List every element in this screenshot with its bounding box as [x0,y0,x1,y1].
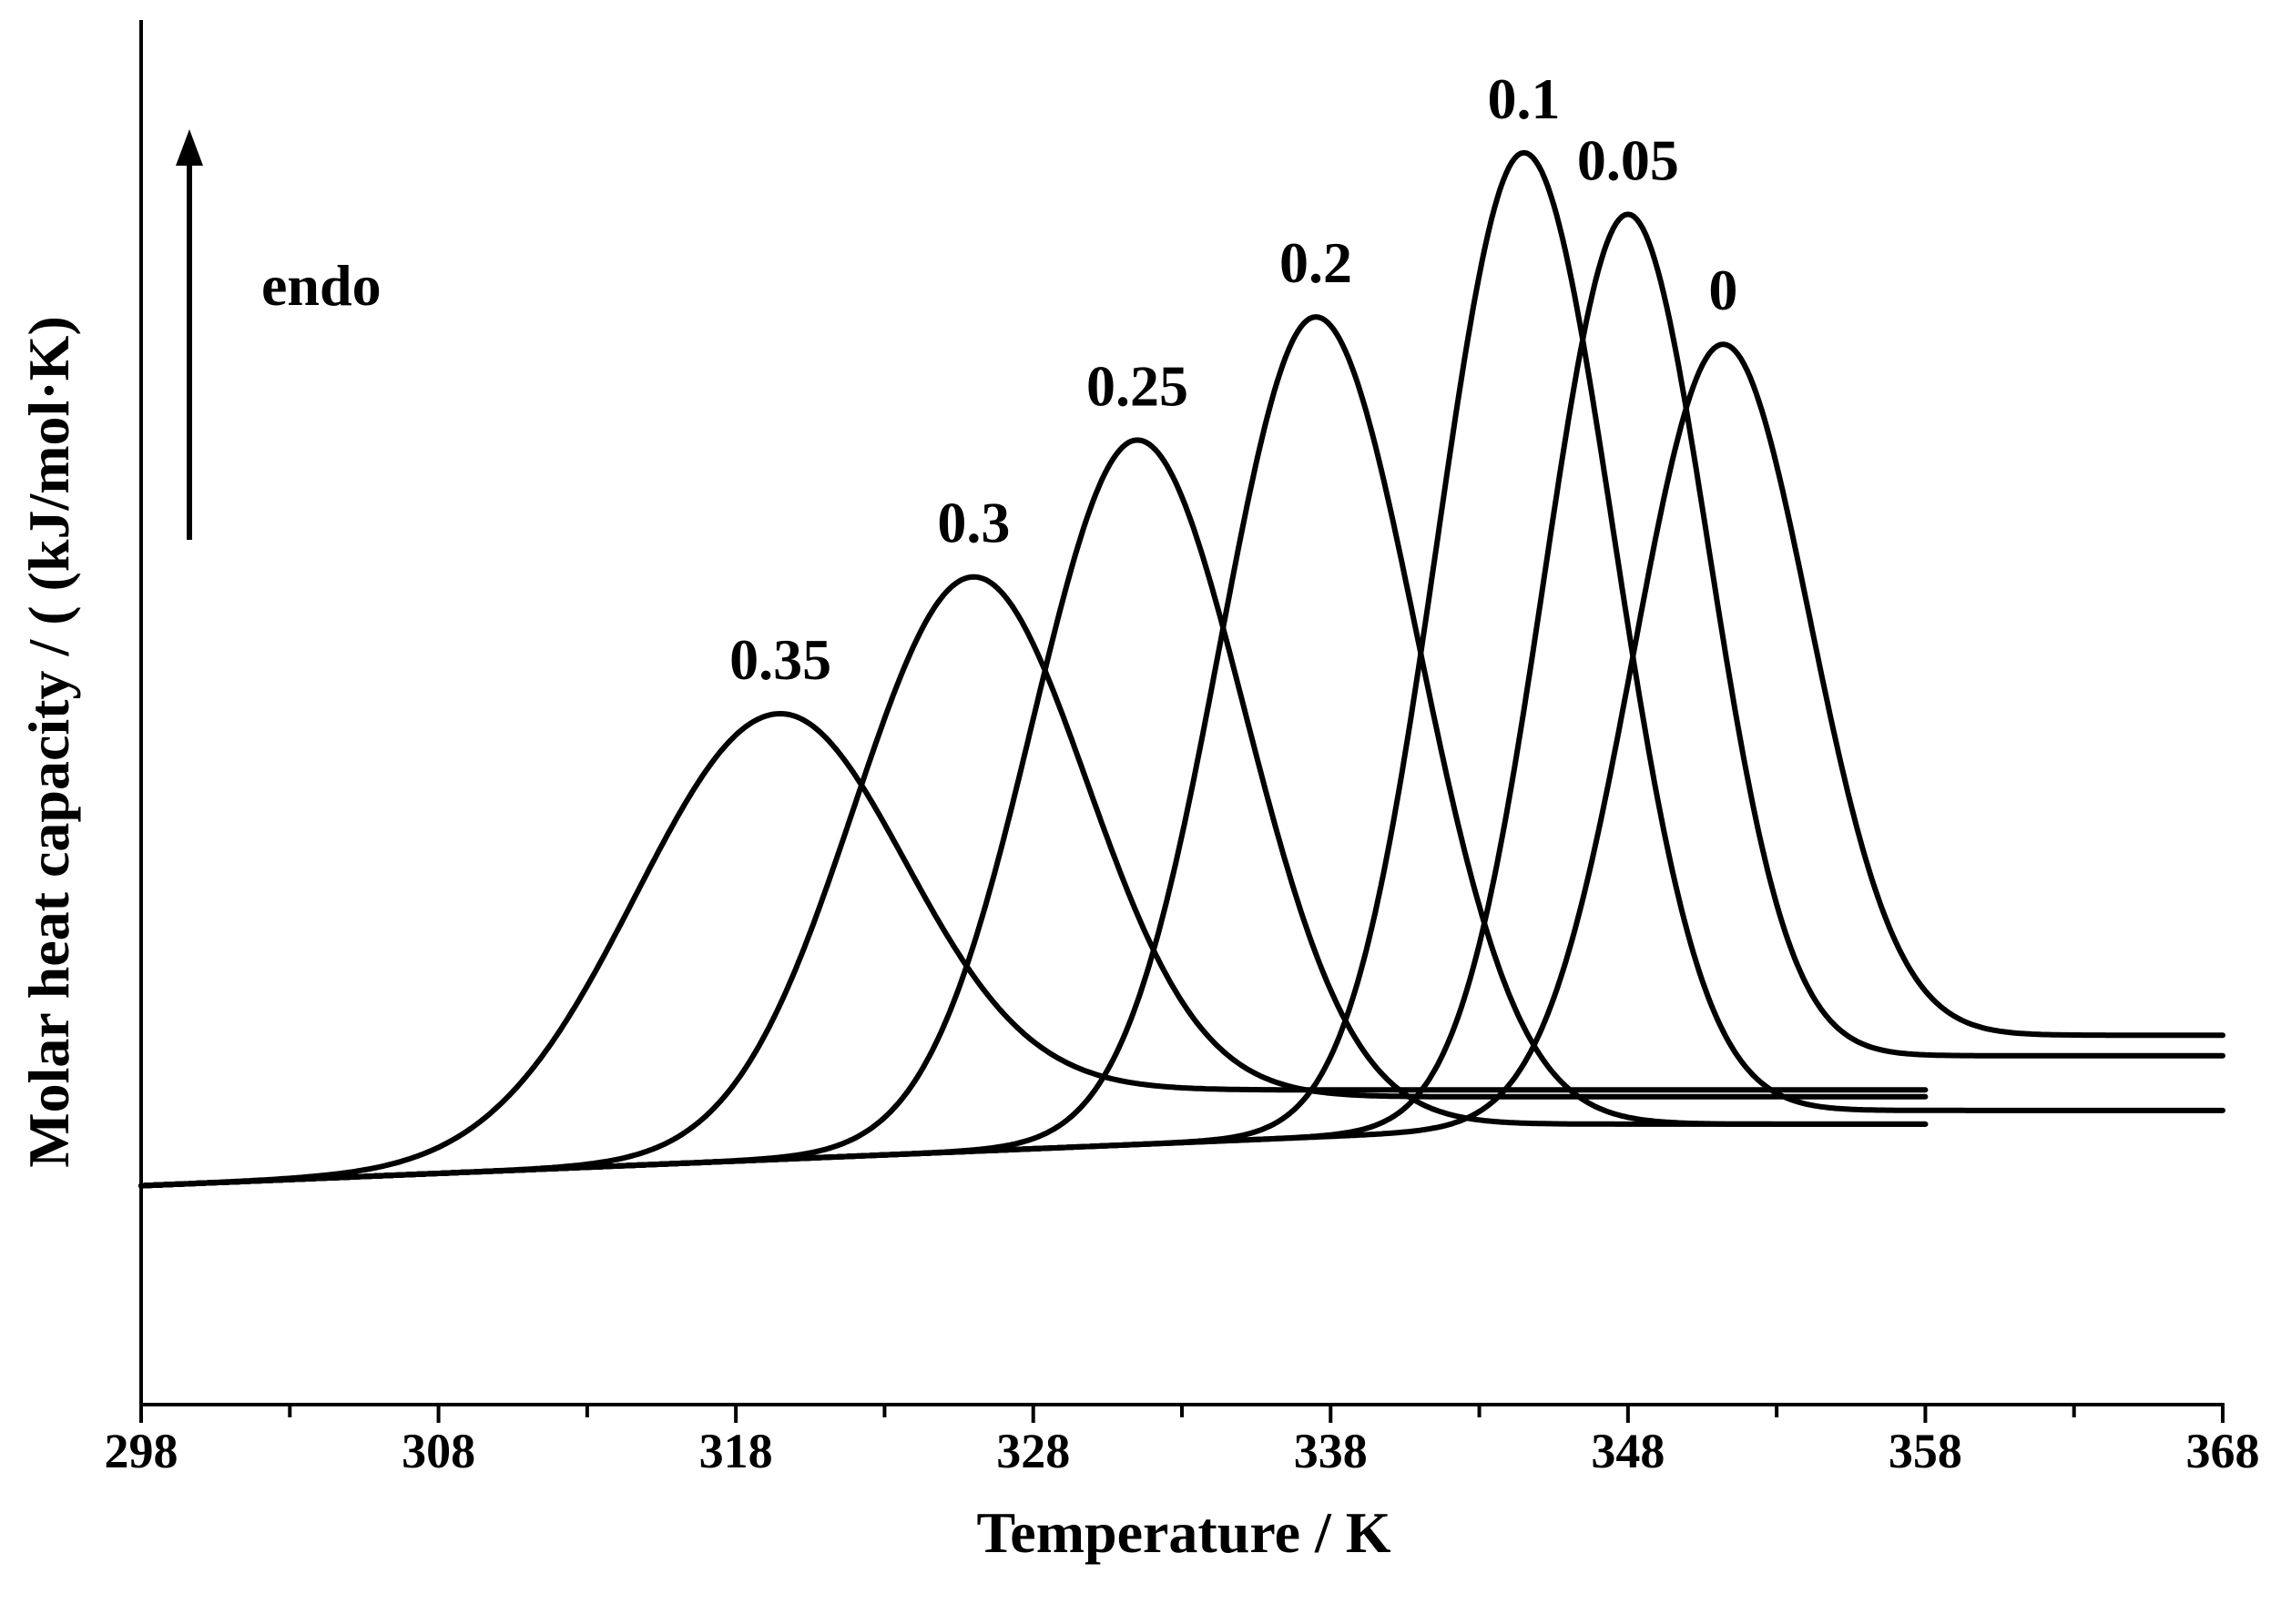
series-curves [138,149,2225,1189]
x-ticks [139,1405,2225,1423]
x-tick-label: 298 [105,1424,178,1478]
x-tick-labels: 298 308 318 328 338 348 358 368 [105,1424,2260,1478]
x-tick-label: 358 [1889,1424,1962,1478]
series-label-0.3: 0.3 [937,491,1010,555]
x-axis-title: Temperature / K [976,1500,1390,1565]
series-label-0.25: 0.25 [1086,353,1188,418]
endo-arrowhead-icon [176,129,203,166]
endo-label: endo [261,253,382,318]
series-curve-0 [138,341,2225,1189]
series-label-0.05: 0.05 [1577,127,1679,192]
endo-annotation: endo [176,129,382,540]
y-axis-title: Molar heat capacity / ( (kJ/mol·K) [16,316,81,1168]
x-tick-label: 368 [2186,1424,2260,1478]
series-labels: 0 0.050.1 0.2 0.25 0.3 0.35 [729,66,1737,692]
series-label-0.1: 0.1 [1488,66,1561,131]
x-tick-label: 308 [402,1424,475,1478]
x-tick-label: 338 [1294,1424,1368,1478]
x-tick-label: 348 [1591,1424,1665,1478]
series-label-0.35: 0.35 [729,627,831,692]
series-curve-0.2 [138,314,1929,1189]
series-curve-0.1 [138,149,2225,1189]
series-label-0: 0 [1708,258,1737,322]
axes [139,20,2225,1406]
series-curve-0.35 [138,711,1929,1189]
series-label-0.2: 0.2 [1279,230,1352,295]
x-tick-label: 328 [996,1424,1070,1478]
x-tick-label: 318 [699,1424,773,1478]
series-curve-0.3 [138,573,1929,1189]
